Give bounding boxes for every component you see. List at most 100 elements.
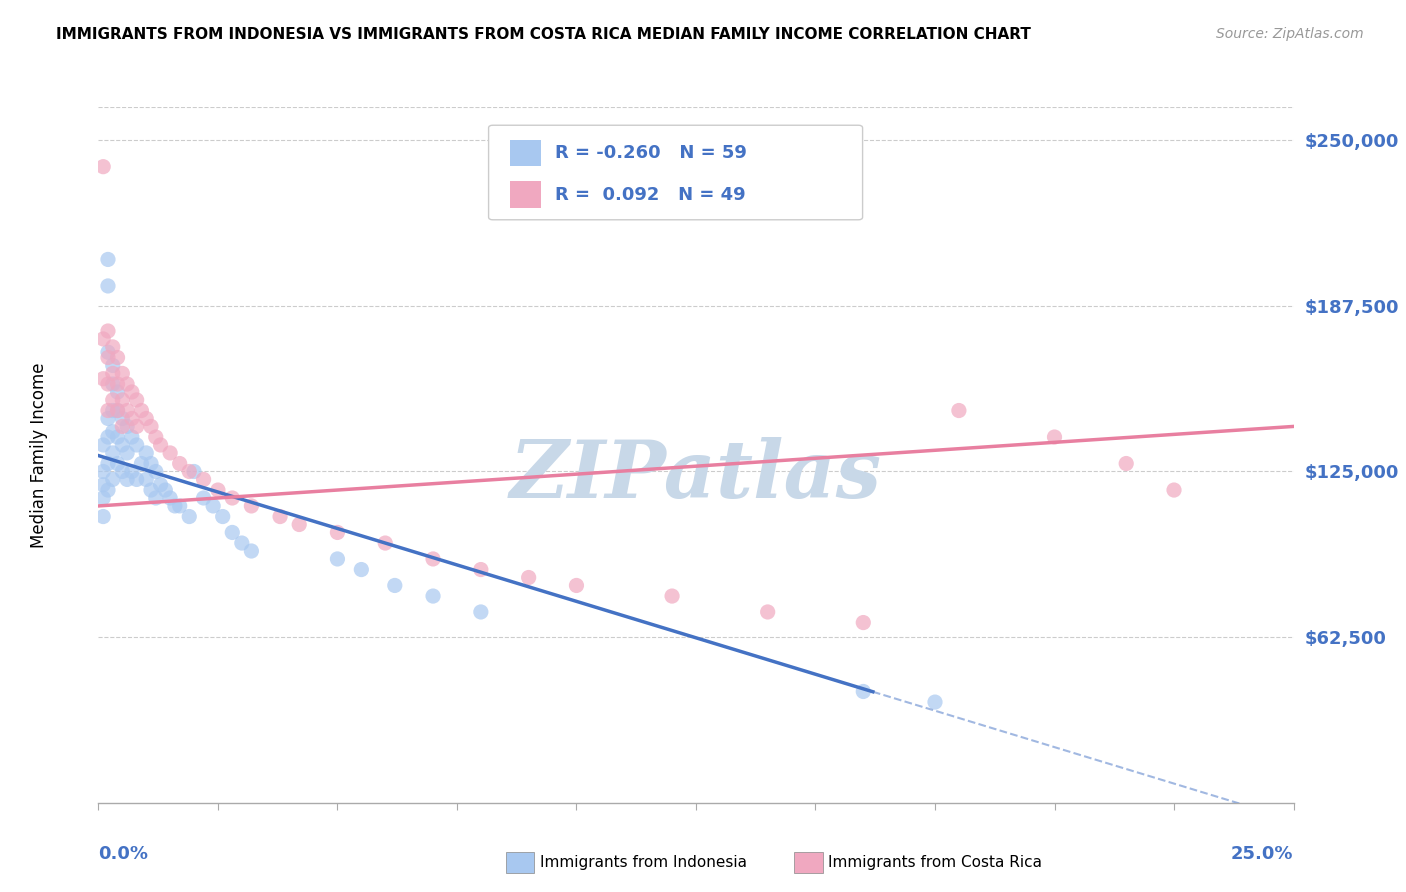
Point	[121, 411, 143, 425]
Point	[183, 465, 205, 479]
Point	[115, 403, 138, 417]
Point	[97, 411, 120, 425]
Point	[107, 430, 129, 444]
Point	[111, 392, 134, 407]
Point	[91, 160, 114, 174]
Point	[111, 367, 134, 381]
Point	[107, 377, 129, 392]
Point	[101, 446, 124, 460]
Point	[207, 483, 229, 497]
Point	[139, 483, 162, 497]
Point	[97, 403, 120, 417]
Text: Immigrants from Costa Rica: Immigrants from Costa Rica	[828, 855, 1042, 870]
Text: Median Family Income: Median Family Income	[30, 362, 48, 548]
Point	[101, 340, 124, 354]
Point	[211, 509, 233, 524]
Point	[852, 615, 875, 630]
Point	[101, 472, 124, 486]
Point	[131, 457, 153, 471]
Point	[111, 438, 134, 452]
Point	[240, 544, 263, 558]
Point	[384, 578, 406, 592]
Point	[135, 446, 157, 460]
Point	[1043, 430, 1066, 444]
Text: 0.0%: 0.0%	[98, 845, 149, 863]
Point	[111, 411, 134, 425]
Point	[121, 430, 143, 444]
Point	[101, 392, 124, 407]
Point	[149, 438, 172, 452]
Point	[193, 491, 215, 505]
Point	[91, 509, 114, 524]
Point	[145, 430, 167, 444]
Point	[91, 465, 114, 479]
Point	[97, 377, 120, 392]
Point	[91, 438, 114, 452]
Point	[101, 367, 124, 381]
Point	[924, 695, 946, 709]
Point	[240, 499, 263, 513]
Point	[131, 403, 153, 417]
Point	[115, 377, 138, 392]
Text: 25.0%: 25.0%	[1232, 845, 1294, 863]
Point	[121, 465, 143, 479]
Text: ZIPatlas: ZIPatlas	[510, 437, 882, 515]
Point	[107, 403, 129, 417]
Point	[97, 351, 120, 365]
Point	[470, 563, 492, 577]
Point	[111, 465, 134, 479]
Point	[107, 351, 129, 365]
Point	[163, 499, 186, 513]
Point	[470, 605, 492, 619]
Point	[565, 578, 588, 592]
Text: IMMIGRANTS FROM INDONESIA VS IMMIGRANTS FROM COSTA RICA MEDIAN FAMILY INCOME COR: IMMIGRANTS FROM INDONESIA VS IMMIGRANTS …	[56, 27, 1031, 42]
Point	[179, 465, 201, 479]
Point	[179, 509, 201, 524]
Point	[115, 419, 138, 434]
Point	[107, 403, 129, 417]
Point	[125, 419, 148, 434]
Point	[202, 499, 225, 513]
Point	[221, 525, 243, 540]
Point	[135, 472, 157, 486]
Point	[107, 457, 129, 471]
Point	[125, 392, 148, 407]
Point	[159, 446, 181, 460]
Point	[91, 477, 114, 491]
Point	[97, 345, 120, 359]
Point	[107, 384, 129, 399]
Point	[135, 411, 157, 425]
Point	[326, 552, 349, 566]
Point	[169, 457, 191, 471]
Text: Immigrants from Indonesia: Immigrants from Indonesia	[540, 855, 747, 870]
Point	[661, 589, 683, 603]
Point	[145, 491, 167, 505]
Point	[756, 605, 779, 619]
Point	[350, 563, 373, 577]
Point	[91, 332, 114, 346]
Point	[169, 499, 191, 513]
Point	[852, 684, 875, 698]
Point	[422, 589, 444, 603]
Point	[97, 324, 120, 338]
Point	[288, 517, 311, 532]
Point	[326, 525, 349, 540]
Point	[139, 419, 162, 434]
Point	[97, 483, 120, 497]
Point	[193, 472, 215, 486]
Point	[948, 403, 970, 417]
Point	[97, 252, 120, 267]
Point	[111, 419, 134, 434]
Point	[101, 359, 124, 373]
Point	[97, 457, 120, 471]
Point	[101, 377, 124, 392]
Point	[145, 465, 167, 479]
Text: R =  0.092   N = 49: R = 0.092 N = 49	[555, 186, 745, 203]
Point	[91, 372, 114, 386]
Point	[517, 570, 540, 584]
Point	[97, 430, 120, 444]
Text: R = -0.260   N = 59: R = -0.260 N = 59	[555, 144, 747, 161]
Point	[155, 483, 177, 497]
Point	[374, 536, 396, 550]
Point	[422, 552, 444, 566]
